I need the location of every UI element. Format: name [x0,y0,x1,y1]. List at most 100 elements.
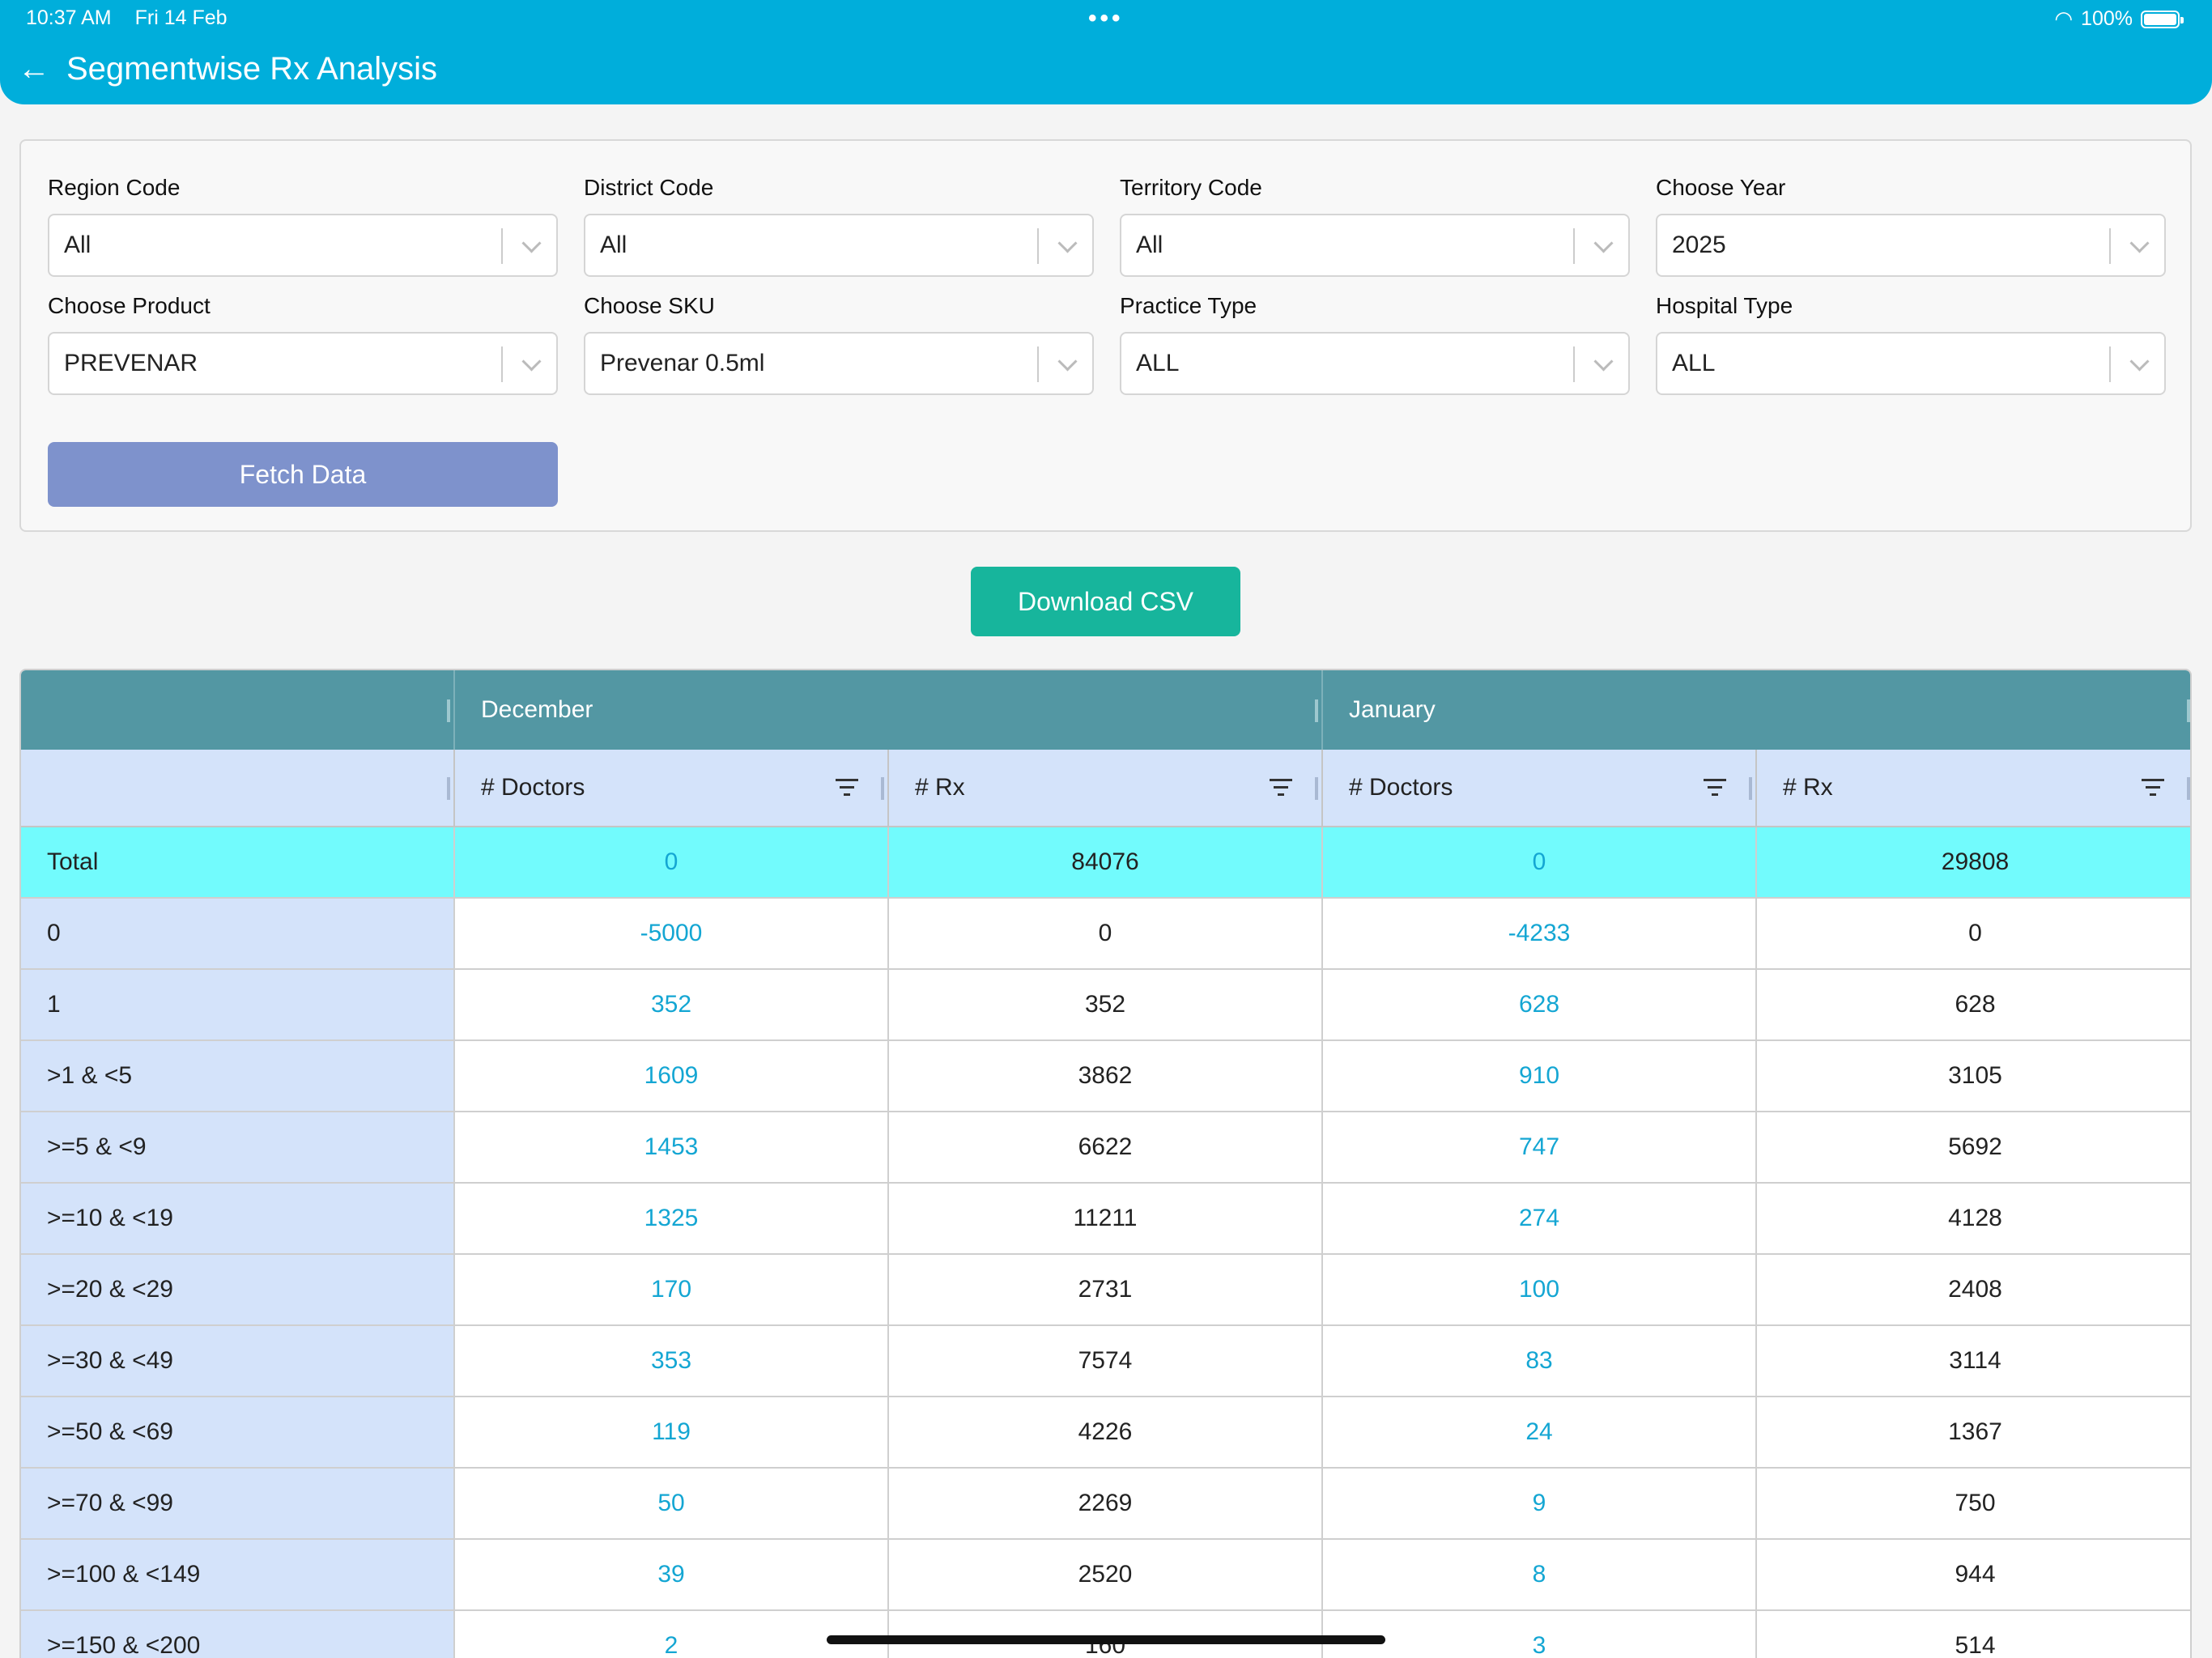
table-row: >=30 & <49 353 7574 83 3114 [21,1326,2190,1397]
field-label: Choose SKU [584,293,715,318]
doctors-count-cell[interactable]: 747 [1323,1112,1757,1182]
column-resize-handle[interactable] [1749,777,1752,800]
practice-type-field: Practice Type ALL [1120,290,1630,395]
column-header-jan-doctors[interactable]: # Doctors [1323,750,1757,826]
rx-count-cell: 2731 [889,1255,1323,1324]
column-resize-handle[interactable] [2187,699,2190,722]
status-time: 10:37 AM [26,6,112,29]
choose-year-field: Choose Year 2025 [1656,172,2166,277]
doctors-count-cell[interactable]: 39 [455,1540,889,1609]
practice-type-select[interactable]: ALL [1120,332,1630,395]
doctors-count-cell[interactable]: 2 [455,1611,889,1658]
column-resize-handle[interactable] [447,699,450,722]
hospital-type-select[interactable]: ALL [1656,332,2166,395]
home-indicator[interactable] [827,1635,1385,1644]
doctors-count-cell[interactable]: -4233 [1323,899,1757,968]
doctors-count-cell[interactable]: 1325 [455,1184,889,1253]
chevron-down-icon[interactable] [1057,351,1078,372]
chevron-down-icon[interactable] [2129,233,2150,253]
table-row: 1 352 352 628 628 [21,970,2190,1041]
column-header-dec-doctors[interactable]: # Doctors [455,750,889,826]
chevron-down-icon[interactable] [2129,351,2150,372]
download-csv-button[interactable]: Download CSV [971,567,1240,636]
chevron-down-icon[interactable] [1593,233,1614,253]
territory-code-field: Territory Code All [1120,172,1630,277]
region-code-select[interactable]: All [48,214,558,277]
doctors-count-cell[interactable]: 274 [1323,1184,1757,1253]
filter-icon[interactable] [2142,779,2164,798]
chevron-down-icon[interactable] [521,233,542,253]
segment-label: >=5 & <9 [21,1112,455,1182]
filter-icon[interactable] [1704,779,1726,798]
column-header-segment [21,750,455,826]
select-value: ALL [1136,350,1180,376]
chevron-down-icon[interactable] [521,351,542,372]
column-resize-handle[interactable] [881,777,884,800]
table-column-header: # Doctors # Rx # Doctors # Rx [21,750,2190,827]
doctors-count-cell[interactable]: 352 [455,970,889,1039]
doctors-count-cell[interactable]: 170 [455,1255,889,1324]
doctors-count-cell[interactable]: 9 [1323,1469,1757,1538]
select-separator [1037,346,1039,382]
group-header-empty [21,670,455,750]
column-header-jan-rx[interactable]: # Rx [1757,750,2190,826]
select-separator [2109,228,2111,264]
region-code-field: Region Code All [48,172,558,277]
group-header-december: December [455,670,1323,750]
rx-count-cell: 3105 [1948,1062,2002,1089]
doctors-count-cell[interactable]: 83 [1323,1326,1757,1396]
column-resize-handle[interactable] [1315,777,1318,800]
doctors-count-cell[interactable]: 353 [455,1326,889,1396]
territory-code-select[interactable]: All [1120,214,1630,277]
doctors-count-cell[interactable]: 0 [1323,827,1757,897]
hospital-type-field: Hospital Type ALL [1656,290,2166,395]
multitask-dots[interactable]: ••• [1088,5,1124,32]
doctors-count-cell[interactable]: 1609 [455,1041,889,1111]
arrow-left-icon[interactable]: ← [18,51,50,87]
doctors-count-cell[interactable]: 100 [1323,1255,1757,1324]
district-code-select[interactable]: All [584,214,1094,277]
rx-count-cell: 0 [889,899,1323,968]
segment-label: >=70 & <99 [21,1469,455,1538]
rx-count-cell: 0 [1968,920,1982,946]
field-label: Hospital Type [1656,293,1793,318]
table-body: Total 0 84076 0 29808 0 -5000 0 -4233 0 1 352 352 628… [21,827,2190,1658]
table-row: >=70 & <99 50 2269 9 750 [21,1469,2190,1540]
segment-table: December January # Doctors # Rx # Doctor… [19,669,2192,1658]
doctors-count-cell[interactable]: 3 [1323,1611,1757,1658]
select-separator [1037,228,1039,264]
column-resize-handle[interactable] [447,777,450,800]
filter-icon[interactable] [836,779,858,798]
choose-sku-select[interactable]: Prevenar 0.5ml [584,332,1094,395]
doctors-count-cell[interactable]: 8 [1323,1540,1757,1609]
select-value: PREVENAR [64,350,198,376]
rx-count-cell: 1367 [1948,1418,2002,1445]
choose-year-select[interactable]: 2025 [1656,214,2166,277]
rx-count-cell: 4128 [1948,1205,2002,1231]
rx-count-cell: 7574 [889,1326,1323,1396]
filter-icon[interactable] [1270,779,1292,798]
doctors-count-cell[interactable]: 119 [455,1397,889,1467]
column-resize-handle[interactable] [2187,777,2190,800]
doctors-count-cell[interactable]: 1453 [455,1112,889,1182]
fetch-data-button[interactable]: Fetch Data [48,442,558,507]
select-separator [2109,346,2111,382]
choose-product-field: Choose Product PREVENAR [48,290,558,395]
field-label: Practice Type [1120,293,1257,318]
choose-product-select[interactable]: PREVENAR [48,332,558,395]
select-separator [501,228,503,264]
chevron-down-icon[interactable] [1593,351,1614,372]
doctors-count-cell[interactable]: 50 [455,1469,889,1538]
segment-label: >1 & <5 [21,1041,455,1111]
doctors-count-cell[interactable]: 628 [1323,970,1757,1039]
segment-label: Total [21,827,455,897]
doctors-count-cell[interactable]: -5000 [455,899,889,968]
column-resize-handle[interactable] [1315,699,1318,722]
doctors-count-cell[interactable]: 910 [1323,1041,1757,1111]
column-header-dec-rx[interactable]: # Rx [889,750,1323,826]
segment-label: >=100 & <149 [21,1540,455,1609]
doctors-count-cell[interactable]: 0 [455,827,889,897]
rx-count-cell: 4226 [889,1397,1323,1467]
chevron-down-icon[interactable] [1057,233,1078,253]
doctors-count-cell[interactable]: 24 [1323,1397,1757,1467]
